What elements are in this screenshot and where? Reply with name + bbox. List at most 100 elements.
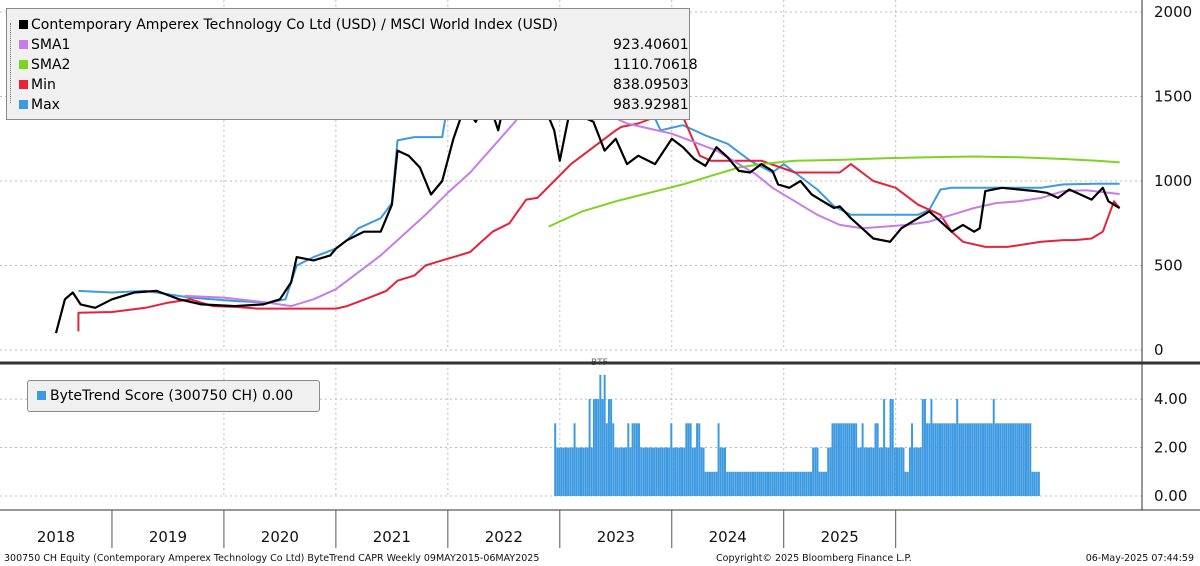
score-bar [777, 471, 780, 496]
score-bar [880, 447, 883, 496]
score-bar [818, 471, 821, 496]
upper-y-tick-label: 2000 [1154, 3, 1192, 21]
score-bar [988, 423, 991, 496]
score-bar [657, 447, 660, 496]
score-bar [642, 447, 645, 496]
score-bar [923, 399, 926, 496]
score-bar [612, 423, 615, 496]
score-bar [807, 471, 810, 496]
x-year-label: 2025 [821, 528, 859, 546]
score-bar [601, 399, 604, 496]
legend-swatch [19, 100, 28, 109]
score-bar [719, 447, 722, 496]
y-tick-labels: 2000 1500 1000 500 0 4.00 2.00 0.00 [1154, 3, 1192, 505]
score-bar [760, 471, 763, 496]
score-bar [620, 447, 623, 496]
legend-label: SMA2 [31, 57, 71, 73]
score-bar [1009, 423, 1012, 496]
score-bar [653, 447, 656, 496]
score-bar [560, 447, 563, 496]
score-bar [900, 447, 903, 496]
score-bar [681, 447, 684, 496]
score-bar [885, 447, 888, 496]
score-bar [803, 471, 806, 496]
score-bar [1007, 423, 1010, 496]
score-bar [928, 423, 931, 496]
score-bar [1005, 423, 1008, 496]
score-bar [558, 447, 561, 496]
score-bar [724, 447, 727, 496]
score-bar [1014, 423, 1017, 496]
upper-legend: Contemporary Amperex Technology Co Ltd (… [6, 8, 698, 120]
score-bar [700, 447, 703, 496]
score-bar [625, 447, 628, 496]
upper-y-tick-label: 1000 [1154, 172, 1192, 190]
x-year-label: 2021 [373, 528, 411, 546]
score-bar [582, 447, 585, 496]
series-line-sma1 [184, 85, 1120, 308]
legend-value: 1110.70618 [613, 57, 698, 73]
score-bar [870, 447, 873, 496]
score-bar [758, 471, 761, 496]
score-bar [932, 423, 935, 496]
score-bar [842, 423, 845, 496]
score-bar [592, 399, 595, 496]
score-bar [702, 447, 705, 496]
score-bar [863, 447, 866, 496]
x-year-label: 2024 [709, 528, 747, 546]
score-bar [921, 399, 924, 496]
score-bar [571, 447, 574, 496]
legend-value: 838.09503 [613, 77, 689, 93]
score-bar [631, 423, 634, 496]
score-bar [893, 447, 896, 496]
score-bar [745, 471, 748, 496]
legend-swatch [19, 40, 28, 49]
score-bar [704, 471, 707, 496]
score-bar [833, 423, 836, 496]
score-bar [850, 423, 853, 496]
x-year-labels: 2018 2019 2020 2021 2022 2023 2024 2025 [37, 528, 859, 546]
series-line-min [77, 114, 1121, 332]
score-bar [797, 471, 800, 496]
score-bar [876, 423, 879, 496]
footer-left: 300750 CH Equity (Contemporary Amperex T… [4, 553, 540, 564]
score-bar [741, 471, 744, 496]
x-year-label: 2020 [261, 528, 299, 546]
score-bar [743, 471, 746, 496]
score-bar [580, 447, 583, 496]
score-bar [820, 471, 823, 496]
score-bar [659, 447, 662, 496]
score-bar [992, 399, 995, 496]
score-bar [837, 423, 840, 496]
score-bar [713, 471, 716, 496]
score-bar [782, 471, 785, 496]
score-bar [872, 447, 875, 496]
score-bar [792, 471, 795, 496]
upper-y-tick-label: 1500 [1154, 88, 1192, 106]
score-bar [1035, 471, 1038, 496]
score-bar [831, 423, 834, 496]
score-bar [564, 447, 567, 496]
score-bar [844, 423, 847, 496]
score-bar [1022, 423, 1025, 496]
score-bar [676, 447, 679, 496]
score-bar [648, 447, 651, 496]
score-bar [915, 447, 918, 496]
score-bar [799, 471, 802, 496]
legend-label: SMA1 [31, 37, 71, 53]
score-bar [1027, 423, 1030, 496]
score-bar [728, 471, 731, 496]
score-bar [717, 423, 720, 496]
score-bar [865, 447, 868, 496]
x-year-label: 2023 [597, 528, 635, 546]
score-bar [1018, 423, 1021, 496]
score-bar [663, 447, 666, 496]
score-bar [689, 423, 692, 496]
score-bar [627, 423, 630, 496]
score-bar [913, 447, 916, 496]
score-bar [906, 471, 909, 496]
score-bar [966, 423, 969, 496]
score-bar [805, 471, 808, 496]
score-bar [857, 447, 860, 496]
score-bar [962, 423, 965, 496]
